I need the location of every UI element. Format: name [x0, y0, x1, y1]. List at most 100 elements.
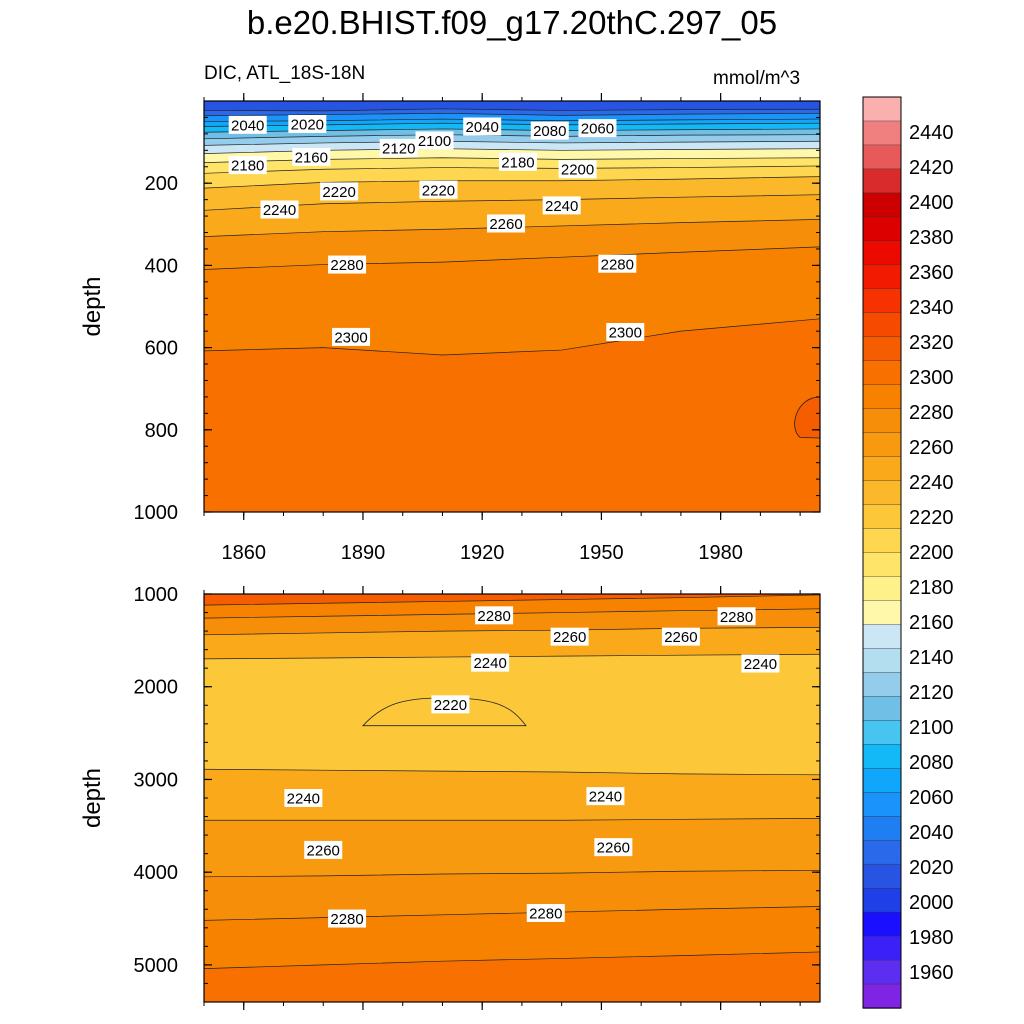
- colorbar-tick-label: 2140: [909, 647, 954, 669]
- colorbar-swatch: [862, 552, 902, 578]
- svg-text:2220: 2220: [434, 697, 467, 714]
- colorbar-swatch: [862, 624, 902, 650]
- colorbar-swatch: [862, 528, 902, 554]
- colorbar-swatch: [862, 312, 902, 338]
- contour-line: [204, 194, 820, 211]
- svg-text:2100: 2100: [418, 133, 451, 150]
- colorbar-swatch: [862, 168, 902, 194]
- contour-label: 2060: [578, 119, 617, 138]
- contour-label: 2280: [526, 903, 565, 922]
- colorbar-tick-label: 2320: [909, 332, 954, 354]
- svg-text:2180: 2180: [231, 158, 264, 175]
- colorbar-swatch: [862, 792, 902, 817]
- colorbar-tick-label: 2440: [909, 122, 954, 144]
- colorbar-swatch: [862, 839, 902, 865]
- contour-label: 2220: [431, 695, 470, 714]
- contour-label: 2220: [320, 182, 359, 201]
- colorbar-swatch: [862, 264, 902, 290]
- y-tick-label: 800: [145, 420, 178, 442]
- contour-label: 2280: [717, 607, 756, 626]
- colorbar-swatch: [862, 911, 902, 937]
- colorbar-swatch: [862, 384, 902, 410]
- colorbar-swatch: [862, 504, 902, 530]
- svg-text:2220: 2220: [322, 184, 355, 201]
- svg-text:2240: 2240: [263, 202, 296, 219]
- contour-label: 2240: [471, 653, 510, 672]
- panel-lower: 2280 2260 2260 2280 2240 2240 2220 2240 2240 2260…: [79, 584, 821, 1010]
- contour-label: 2180: [498, 152, 537, 171]
- contour-line: [204, 869, 820, 878]
- colorbar-swatch: [862, 360, 902, 386]
- y-tick-label: 200: [145, 173, 178, 195]
- colorbar-swatch: [862, 983, 902, 1009]
- colorbar-swatch: [862, 648, 902, 674]
- colorbar-tick-label: 2040: [909, 822, 954, 844]
- contour-line: [204, 246, 820, 270]
- colorbar-swatch: [862, 432, 902, 458]
- contour-label: 2080: [530, 121, 569, 140]
- colorbar-swatch: [862, 600, 902, 626]
- colorbar-swatch: [862, 576, 902, 602]
- plot-frame: [203, 100, 821, 513]
- contour-label: 2260: [487, 214, 526, 233]
- colorbar-tick-label: 2280: [909, 402, 954, 424]
- svg-text:2280: 2280: [330, 911, 363, 928]
- contour-label: 2260: [304, 840, 343, 859]
- svg-text:2260: 2260: [307, 842, 340, 859]
- y-tick-label: 600: [145, 338, 178, 360]
- contour-label: 2280: [475, 606, 514, 625]
- colorbar-swatch: [862, 696, 902, 722]
- chart-title: b.e20.BHIST.f09_g17.20thC.297_05: [246, 4, 778, 41]
- contour-label: 2240: [260, 200, 299, 219]
- y-tick-label: 2000: [134, 677, 179, 699]
- svg-text:2040: 2040: [231, 117, 264, 134]
- contour-band: [204, 141, 820, 154]
- colorbar-swatch: [862, 768, 902, 793]
- contour-label: 2260: [594, 838, 633, 857]
- colorbar-tick-label: 2020: [909, 857, 954, 879]
- svg-text:2260: 2260: [664, 629, 697, 646]
- colorbar-tick-label: 2120: [909, 682, 954, 704]
- colorbar-swatch: [862, 887, 902, 913]
- x-tick-label: 1950: [579, 542, 624, 564]
- colorbar-tick-label: 2100: [909, 717, 954, 739]
- contour-label: 2120: [379, 138, 418, 157]
- svg-text:2060: 2060: [581, 121, 614, 138]
- y-tick-label: 400: [145, 255, 178, 277]
- contour-label: 2100: [415, 131, 454, 150]
- contour-band: [204, 769, 820, 821]
- svg-text:2200: 2200: [561, 162, 594, 179]
- svg-text:2280: 2280: [477, 608, 510, 625]
- contour-line: [204, 951, 820, 969]
- contour-line: [204, 818, 820, 821]
- contour-band: [204, 594, 820, 606]
- svg-text:2240: 2240: [287, 791, 320, 808]
- chart-units-label: mmol/m^3: [713, 68, 801, 89]
- contour-band: [204, 134, 820, 146]
- colorbar-tick-label: 2400: [909, 192, 954, 214]
- y-axis-label: depth: [79, 768, 106, 828]
- svg-text:2280: 2280: [529, 905, 562, 922]
- svg-text:2080: 2080: [533, 123, 566, 140]
- contour-line: [204, 906, 820, 921]
- contour-label: 2280: [598, 254, 637, 273]
- contour-label: 2040: [463, 117, 502, 136]
- contour-band: [204, 318, 820, 512]
- svg-text:2260: 2260: [489, 216, 522, 233]
- colorbar-tick-label: 2000: [909, 892, 954, 914]
- contour-line: [204, 768, 820, 776]
- contour-line: [204, 134, 820, 140]
- contour-label: 2260: [550, 627, 589, 646]
- colorbar-swatch: [862, 120, 902, 146]
- contour-line: [204, 176, 820, 189]
- colorbar-tick-label: 2220: [909, 507, 954, 529]
- svg-text:2300: 2300: [334, 329, 367, 346]
- panel-upper: 2040 2020 2120 2100 2040 2080 2060 2180 2160 2180…: [79, 93, 821, 564]
- svg-text:2240: 2240: [744, 656, 777, 673]
- colorbar-tick-label: 2080: [909, 752, 954, 774]
- x-tick-label: 1920: [460, 542, 505, 564]
- svg-text:2300: 2300: [609, 324, 642, 341]
- colorbar-swatch: [862, 816, 902, 841]
- colorbar-swatch: [862, 336, 902, 362]
